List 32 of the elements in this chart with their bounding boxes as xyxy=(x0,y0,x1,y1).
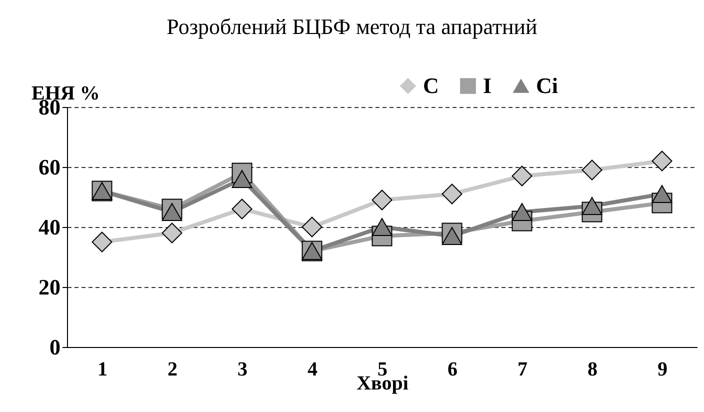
x-tick-label: 6 xyxy=(448,358,458,380)
point xyxy=(232,198,252,220)
legend-label: I xyxy=(483,73,492,98)
point xyxy=(372,190,392,210)
legend-label: C xyxy=(423,73,439,98)
x-tick-label: 7 xyxy=(518,358,528,380)
point xyxy=(652,185,672,203)
point xyxy=(372,218,392,236)
y-tick-label: 20 xyxy=(38,274,60,300)
point xyxy=(582,197,602,215)
x-tick-label: 3 xyxy=(238,358,248,380)
point xyxy=(442,184,462,204)
x-tick-label: 8 xyxy=(588,358,598,380)
point xyxy=(232,170,252,188)
point xyxy=(442,227,462,245)
point xyxy=(302,216,322,238)
text: Розроблений БЦБФ метод та апаратний xyxy=(166,14,538,39)
x-tick-label: 9 xyxy=(658,358,668,380)
y-tick-label: 0 xyxy=(50,334,60,360)
y-tick-label: 60 xyxy=(38,154,60,180)
point xyxy=(162,222,182,244)
point xyxy=(582,160,602,180)
point xyxy=(92,232,112,252)
point xyxy=(512,166,532,186)
y-tick-label: 40 xyxy=(38,214,60,240)
x-tick-label: 2 xyxy=(168,358,178,380)
point xyxy=(512,203,532,221)
legend-label: Ci xyxy=(536,73,558,98)
point xyxy=(652,150,672,172)
x-tick-label: 1 xyxy=(98,358,108,380)
point xyxy=(162,203,182,221)
x-tick-label: 4 xyxy=(308,358,318,380)
